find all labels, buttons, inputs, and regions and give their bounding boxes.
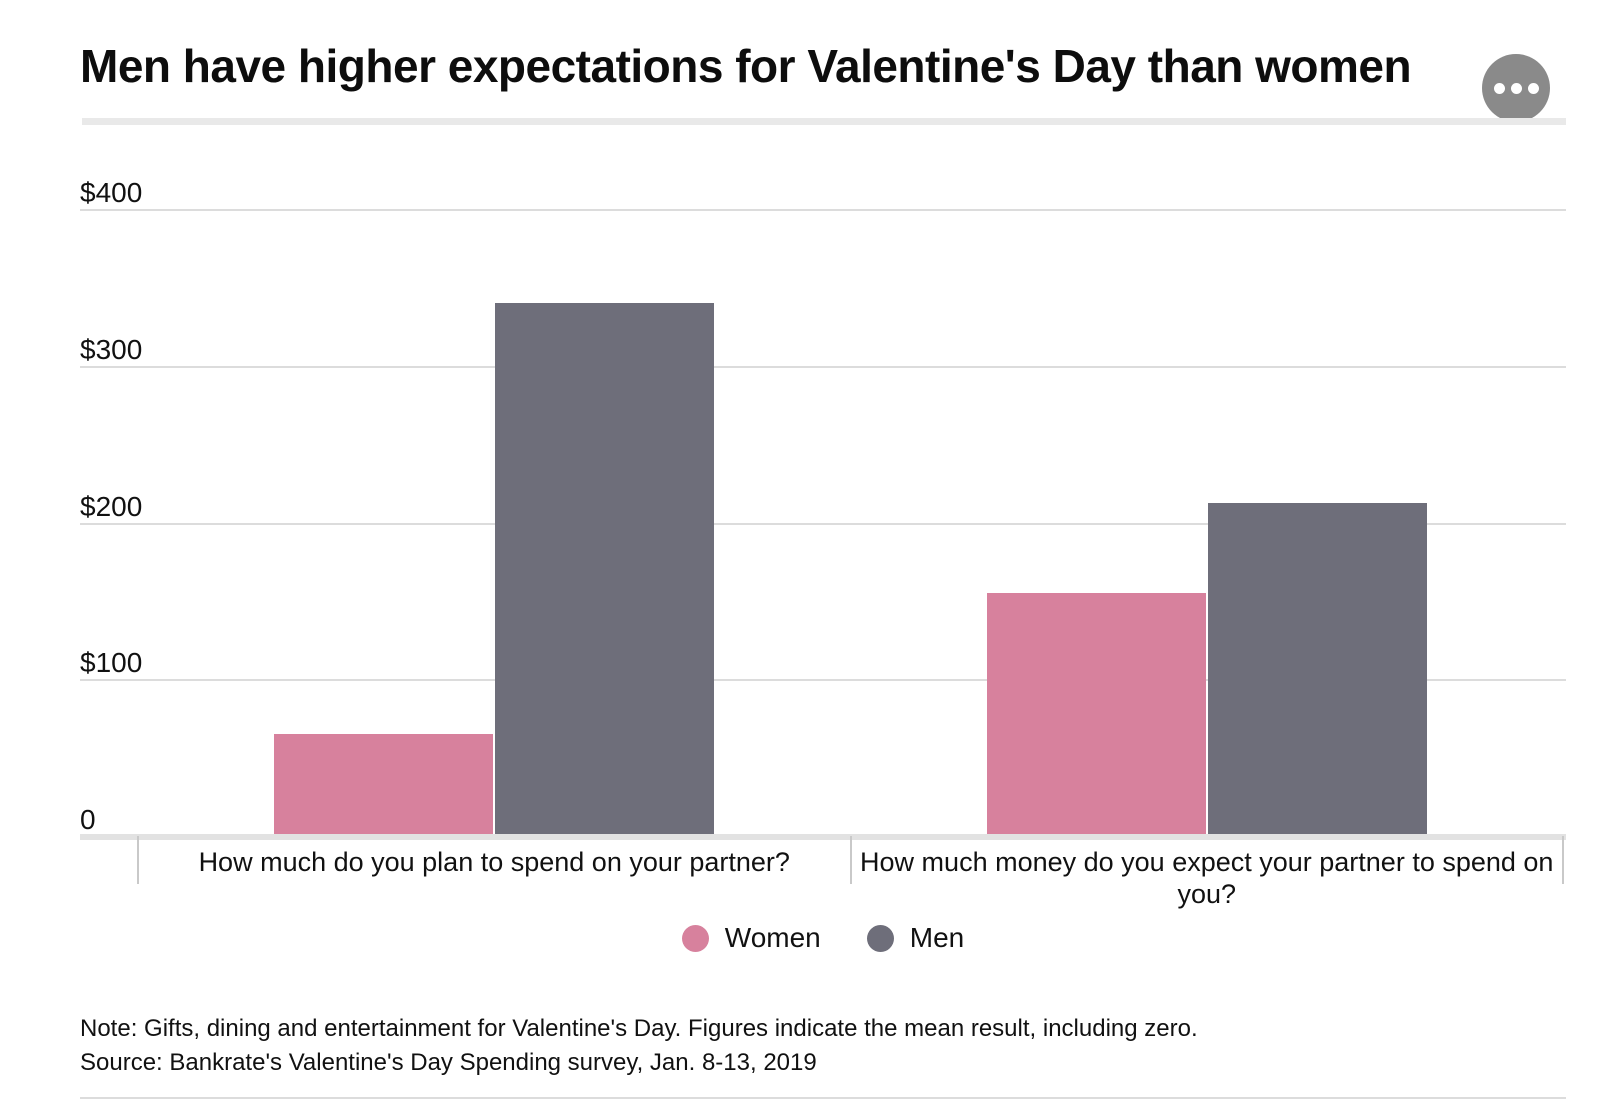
legend-item-men[interactable]: Men bbox=[866, 922, 965, 954]
legend-swatch-men bbox=[866, 924, 894, 952]
x-axis-category-label: How much money do you expect your partne… bbox=[860, 847, 1554, 909]
x-axis-tick bbox=[1562, 836, 1564, 884]
bar-women-2[interactable] bbox=[986, 592, 1206, 834]
legend-item-women[interactable]: Women bbox=[681, 922, 821, 954]
bar-chart: 0 $100 $200 $300 $400 How much do you plan to… bbox=[80, 150, 1566, 909]
ellipsis-icon bbox=[1493, 82, 1539, 94]
page-title: Men have higher expectations for Valenti… bbox=[80, 40, 1412, 92]
y-axis-tick-label: $200 bbox=[80, 490, 143, 522]
chart-source: Source: Bankrate's Valentine's Day Spend… bbox=[80, 1049, 817, 1076]
y-axis-tick-label: 0 bbox=[80, 804, 96, 835]
x-axis-tick bbox=[849, 836, 852, 884]
y-axis-tick-label: $300 bbox=[80, 333, 143, 365]
more-options-button[interactable] bbox=[1482, 54, 1550, 122]
gridline bbox=[80, 522, 1566, 525]
chart-legend: Women Men bbox=[80, 922, 1566, 954]
y-axis-tick-label: $100 bbox=[80, 647, 143, 679]
x-axis-baseline bbox=[80, 834, 1566, 840]
legend-label-women: Women bbox=[724, 922, 821, 953]
x-axis-tick bbox=[137, 836, 139, 884]
bar-men-1[interactable] bbox=[495, 302, 715, 834]
gridline bbox=[80, 365, 1566, 368]
gridline bbox=[80, 209, 1566, 211]
x-axis-category-label: How much do you plan to spend on your pa… bbox=[198, 847, 790, 877]
bar-men-2[interactable] bbox=[1207, 503, 1427, 834]
bottom-divider bbox=[80, 1097, 1566, 1099]
legend-label-men: Men bbox=[909, 922, 965, 953]
title-divider bbox=[82, 118, 1566, 125]
bar-women-1[interactable] bbox=[274, 733, 494, 834]
y-axis-tick-label: $400 bbox=[80, 177, 143, 208]
chart-note: Note: Gifts, dining and entertainment fo… bbox=[80, 1015, 1198, 1042]
gridline bbox=[80, 679, 1566, 682]
legend-swatch-women bbox=[681, 924, 709, 952]
